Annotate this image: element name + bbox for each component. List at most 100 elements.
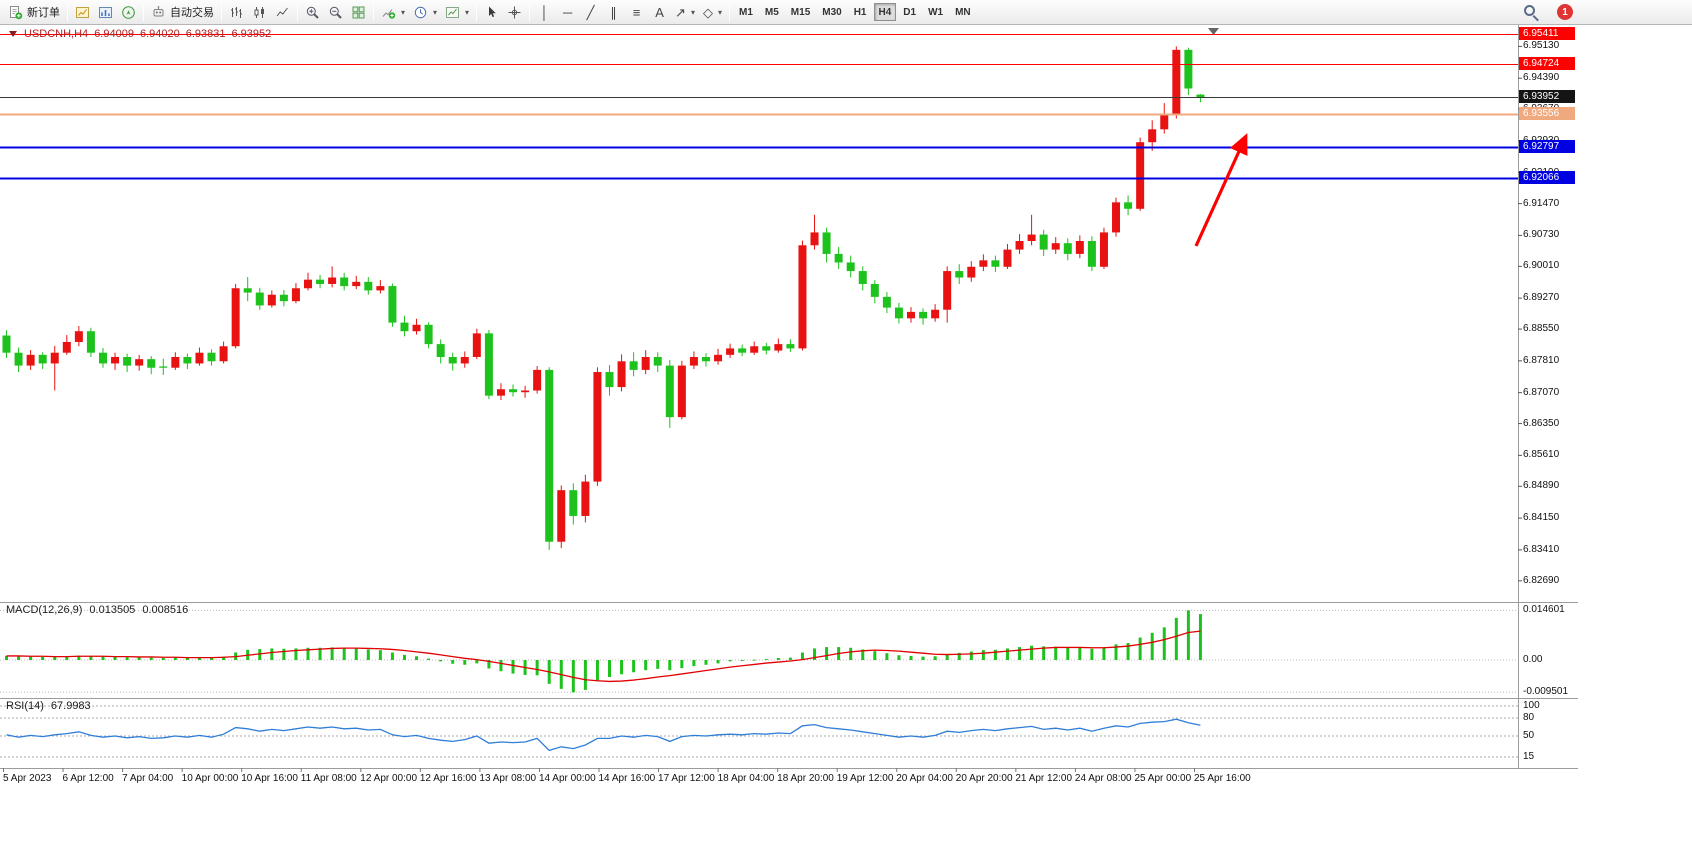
candle-body xyxy=(967,266,976,278)
periods-button[interactable]: ▾ xyxy=(409,2,441,23)
candle-body xyxy=(701,356,710,362)
auto-trading-icon xyxy=(153,5,164,16)
candle-body xyxy=(557,490,566,542)
macd-histogram-bar xyxy=(65,656,69,660)
macd-histogram-bar xyxy=(185,657,189,660)
timeframe-button-m15[interactable]: M15 xyxy=(790,6,811,18)
candle-body xyxy=(328,277,337,284)
zoom-out-button[interactable] xyxy=(324,2,347,23)
macd-histogram-bar xyxy=(1005,648,1009,660)
macd-histogram-bar xyxy=(1090,648,1094,660)
macd-histogram-bar xyxy=(1078,647,1082,660)
notification-badge[interactable]: 1 xyxy=(1557,4,1573,20)
macd-histogram-bar xyxy=(583,660,587,690)
cursor-button[interactable] xyxy=(480,2,503,23)
timeframe-button-w1[interactable]: W1 xyxy=(928,6,944,18)
dropdown-caret-icon: ▾ xyxy=(717,7,722,17)
navigator-icon xyxy=(122,5,135,19)
new-order-button[interactable]: 新订单 xyxy=(4,2,64,23)
macd-histogram-bar xyxy=(101,656,105,660)
candle-body xyxy=(1063,243,1072,254)
fibonacci-button[interactable]: ≡ xyxy=(625,2,648,23)
bar-chart-icon xyxy=(231,6,242,18)
horizontal-line-button[interactable]: ─ xyxy=(556,2,579,23)
timeframe-button-h1[interactable]: H1 xyxy=(853,6,867,18)
market-watch-button[interactable] xyxy=(94,2,117,23)
arrows-tool-button[interactable]: ↗ ▾ xyxy=(671,2,699,23)
candle-body xyxy=(304,279,312,289)
toolbar-separator xyxy=(373,3,374,21)
candle-body xyxy=(979,260,988,267)
timeframe-button-h4[interactable]: H4 xyxy=(873,3,897,21)
toolbar-separator xyxy=(476,3,478,21)
tile-windows-button[interactable] xyxy=(347,2,370,23)
candle-body xyxy=(629,361,638,370)
candle-body xyxy=(460,356,469,364)
macd-histogram-bar xyxy=(1102,647,1106,660)
macd-histogram-bar xyxy=(873,651,877,660)
timeframe-button-m5[interactable]: M5 xyxy=(764,6,779,18)
candle-body xyxy=(38,354,47,364)
macd-histogram-bar xyxy=(861,649,865,660)
candle-body xyxy=(569,490,578,516)
market-watch-icon xyxy=(99,6,112,18)
timeframe-button-m30[interactable]: M30 xyxy=(822,6,842,18)
channel-button[interactable]: ∥ xyxy=(602,2,625,23)
candle-body xyxy=(207,352,216,362)
trendline-button[interactable]: ╱ xyxy=(579,2,602,23)
crosshair-icon xyxy=(508,6,521,18)
text-tool-button[interactable]: A xyxy=(648,2,671,23)
candle-body xyxy=(484,333,493,396)
candle-body xyxy=(147,359,156,368)
toolbar-separator xyxy=(728,3,730,21)
timeframe-button-d1[interactable]: D1 xyxy=(903,6,917,18)
search-icon[interactable] xyxy=(1524,5,1535,16)
macd-histogram-bar xyxy=(1114,644,1118,660)
toolbar-separator xyxy=(67,3,68,21)
candle-body xyxy=(1015,241,1024,250)
candle-body xyxy=(786,344,795,349)
timeframe-button-mn[interactable]: MN xyxy=(955,6,971,18)
templates-button[interactable]: ▾ xyxy=(441,2,473,23)
indicators-button[interactable]: ▾ xyxy=(377,2,409,23)
macd-histogram-bar xyxy=(415,656,419,660)
macd-histogram-bar xyxy=(849,647,853,660)
candle-body xyxy=(14,352,23,366)
candlestick-chart-button[interactable] xyxy=(248,2,271,23)
candle-body xyxy=(195,352,204,364)
auto-trading-button[interactable]: 自动交易 xyxy=(147,2,218,23)
tile-windows-icon xyxy=(352,6,365,18)
candle-body xyxy=(1075,241,1084,254)
zoom-in-button[interactable] xyxy=(301,2,324,23)
macd-histogram-bar xyxy=(258,649,262,660)
vertical-line-button[interactable]: │ xyxy=(533,2,556,23)
candle-body xyxy=(2,335,11,353)
candle-body xyxy=(1112,202,1121,233)
shapes-tool-button[interactable]: ◇ ▾ xyxy=(699,2,726,23)
timeframe-button-m1[interactable]: M1 xyxy=(738,6,753,18)
navigator-button[interactable] xyxy=(117,2,140,23)
candle-body xyxy=(50,352,59,364)
candle-body xyxy=(123,356,132,366)
macd-histogram-bar xyxy=(788,657,792,660)
line-chart-button[interactable] xyxy=(271,2,294,23)
candle-body xyxy=(762,346,771,351)
candle-body xyxy=(1027,234,1036,242)
candle-body xyxy=(931,309,940,319)
candle-body xyxy=(750,346,759,353)
new-chart-button[interactable] xyxy=(71,2,94,23)
candle-body xyxy=(436,344,445,357)
candle-body xyxy=(509,389,518,393)
macd-histogram-bar xyxy=(1198,614,1202,660)
macd-histogram-bar xyxy=(222,656,226,660)
bar-chart-button[interactable] xyxy=(225,2,248,23)
macd-histogram-bar xyxy=(475,660,479,664)
trend-arrow[interactable] xyxy=(1194,133,1248,247)
macd-histogram-bar xyxy=(945,653,949,660)
crosshair-button[interactable] xyxy=(503,2,526,23)
macd-signal-line xyxy=(6,630,1201,683)
candle-body xyxy=(1160,114,1169,130)
arrows-tool-icon: ↗ xyxy=(675,4,686,20)
macd-histogram-bar xyxy=(294,648,298,660)
